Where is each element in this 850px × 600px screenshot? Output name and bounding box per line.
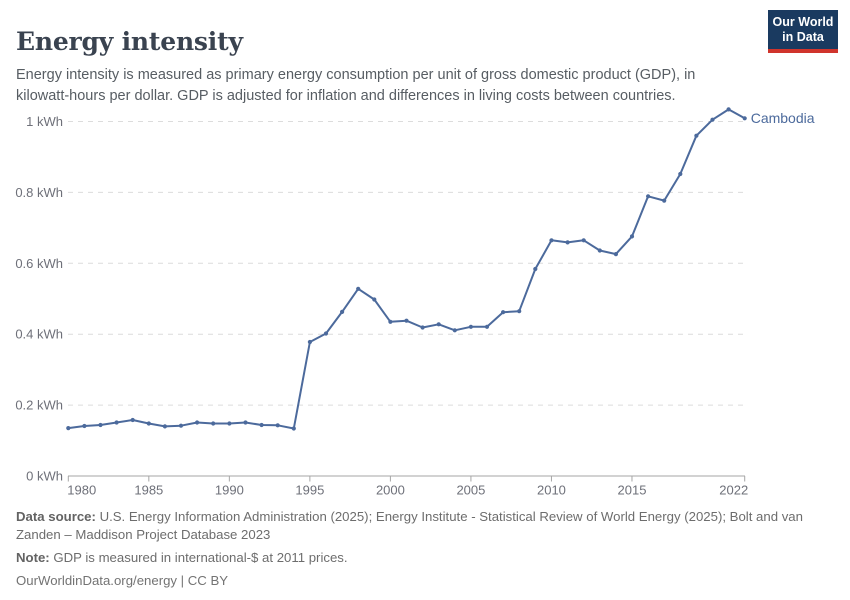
y-tick-label: 1 kWh [26,114,63,129]
data-source-text: U.S. Energy Information Administration (… [16,509,803,542]
data-point[interactable] [130,417,135,423]
data-point[interactable] [436,322,441,327]
x-tick-label: 2015 [618,483,647,498]
chart-canvas[interactable]: 0 kWh 0.2 kWh 0.4 kWh 0.6 kWh 0.8 kWh 1 kWh 19… [0,95,850,505]
data-point[interactable] [340,309,345,314]
data-point[interactable] [195,420,200,425]
data-point[interactable] [581,238,586,243]
data-point[interactable] [388,319,393,324]
data-point[interactable] [82,423,87,429]
data-point[interactable] [565,240,570,245]
data-point[interactable] [178,423,184,428]
x-tick-label: 2022 [719,483,748,498]
data-point[interactable] [356,286,361,291]
x-tick-label: 2000 [376,483,405,498]
x-tick-label: 1990 [215,483,244,498]
data-point[interactable] [243,420,248,425]
data-point[interactable] [420,325,425,330]
data-point[interactable] [146,421,151,426]
chart-footer: Data source: U.S. Energy Information Adm… [16,508,834,590]
data-point[interactable] [452,328,457,333]
license-text: | CC BY [177,573,229,589]
data-point[interactable] [259,422,264,428]
series-line[interactable] [67,108,746,430]
chart-subtitle: Energy intensity is measured as primary … [16,66,696,105]
data-source-line: Data source: U.S. Energy Information Adm… [16,508,834,544]
data-point[interactable] [549,238,554,243]
data-point[interactable] [662,198,667,203]
data-point[interactable] [275,423,280,428]
data-point[interactable] [211,421,216,426]
data-point[interactable] [533,266,538,272]
data-point[interactable] [98,422,103,428]
data-point[interactable] [66,426,71,431]
x-tick-label: 1995 [295,483,324,498]
data-point[interactable] [742,116,747,121]
data-point[interactable] [694,133,699,138]
data-point[interactable] [597,248,602,253]
data-source-label: Data source: [16,509,96,524]
note-text: GDP is measured in international-$ at 20… [53,549,348,565]
y-tick-label: 0.2 kWh [15,398,63,413]
data-point[interactable] [162,424,167,429]
owid-logo-line1: Our World [772,15,834,29]
data-point[interactable] [646,194,651,199]
note-label: Note: [16,549,50,565]
x-tick-label: 1985 [134,483,163,498]
y-tick-label: 0.8 kWh [15,185,63,200]
data-point[interactable] [291,426,296,431]
owid-logo[interactable]: Our World in Data [768,10,838,53]
x-tick-label: 1980 [67,483,96,498]
data-point[interactable] [613,252,619,257]
owid-link[interactable]: OurWorldinData.org/energy [16,573,178,589]
data-point[interactable] [629,234,635,239]
data-point[interactable] [726,107,731,112]
x-tick-label: 2010 [537,483,566,498]
data-point[interactable] [307,339,312,345]
data-point[interactable] [323,331,329,336]
data-point[interactable] [678,171,683,177]
data-point[interactable] [710,117,715,122]
data-point[interactable] [484,324,490,329]
owid-logo-line2: in Data [782,30,824,44]
series-label[interactable]: Cambodia [751,110,815,126]
data-point[interactable] [372,297,377,302]
x-tick-label: 2005 [456,483,485,498]
y-tick-label: 0.6 kWh [15,256,63,271]
data-point[interactable] [501,310,506,315]
note-line: Note: GDP is measured in international-$… [16,549,834,567]
data-point[interactable] [517,309,522,314]
credit-line: OurWorldinData.org/energy | CC BY [16,572,834,590]
y-tick-label: 0.4 kWh [15,327,63,342]
data-point[interactable] [227,421,232,426]
page-title: Energy intensity [16,26,243,56]
y-tick-label: 0 kWh [26,469,63,484]
data-point[interactable] [468,324,473,329]
data-point[interactable] [404,318,409,323]
data-point[interactable] [114,420,119,425]
